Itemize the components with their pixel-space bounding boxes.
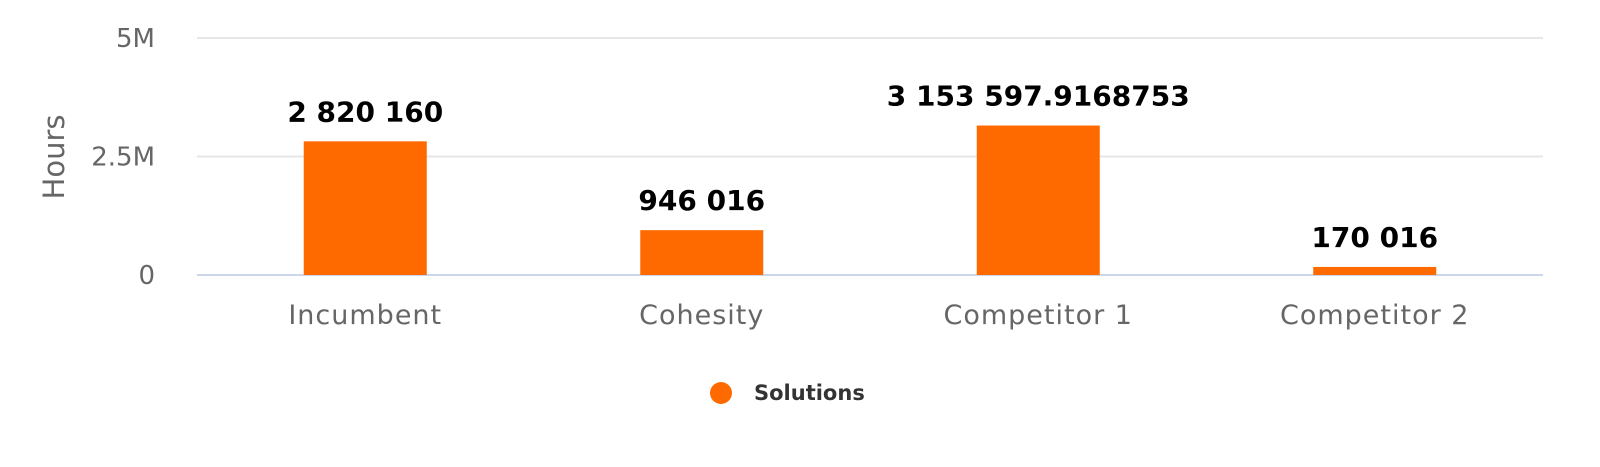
data-label: 3 153 597.9168753 — [887, 80, 1190, 113]
y-tick-label: 0 — [138, 261, 155, 291]
data-label: 946 016 — [638, 184, 765, 217]
bar — [1313, 266, 1437, 275]
x-tick-label: Cohesity — [639, 300, 764, 331]
bar — [976, 125, 1100, 275]
bars — [303, 125, 1437, 275]
data-label: 2 820 160 — [287, 95, 443, 128]
x-tick-label: Incumbent — [288, 300, 442, 331]
legend-label: Solutions — [754, 381, 865, 405]
bar — [303, 141, 427, 275]
y-tick-label: 5M — [116, 24, 155, 54]
bar — [640, 230, 764, 275]
data-labels: 2 820 160 946 016 3 153 597.9168753 170 016 — [287, 80, 1438, 254]
legend[interactable]: Solutions — [710, 381, 865, 405]
legend-marker-icon — [710, 382, 732, 404]
data-label: 170 016 — [1311, 221, 1438, 254]
x-axis-ticks: Incumbent Cohesity Competitor 1 Competitor … — [288, 300, 1469, 331]
y-tick-label: 2.5M — [91, 143, 155, 173]
y-axis-ticks: 0 2.5M 5M — [91, 24, 155, 291]
y-axis-title: Hours — [37, 115, 71, 200]
x-tick-label: Competitor 2 — [1280, 300, 1469, 331]
x-tick-label: Competitor 1 — [944, 300, 1133, 331]
